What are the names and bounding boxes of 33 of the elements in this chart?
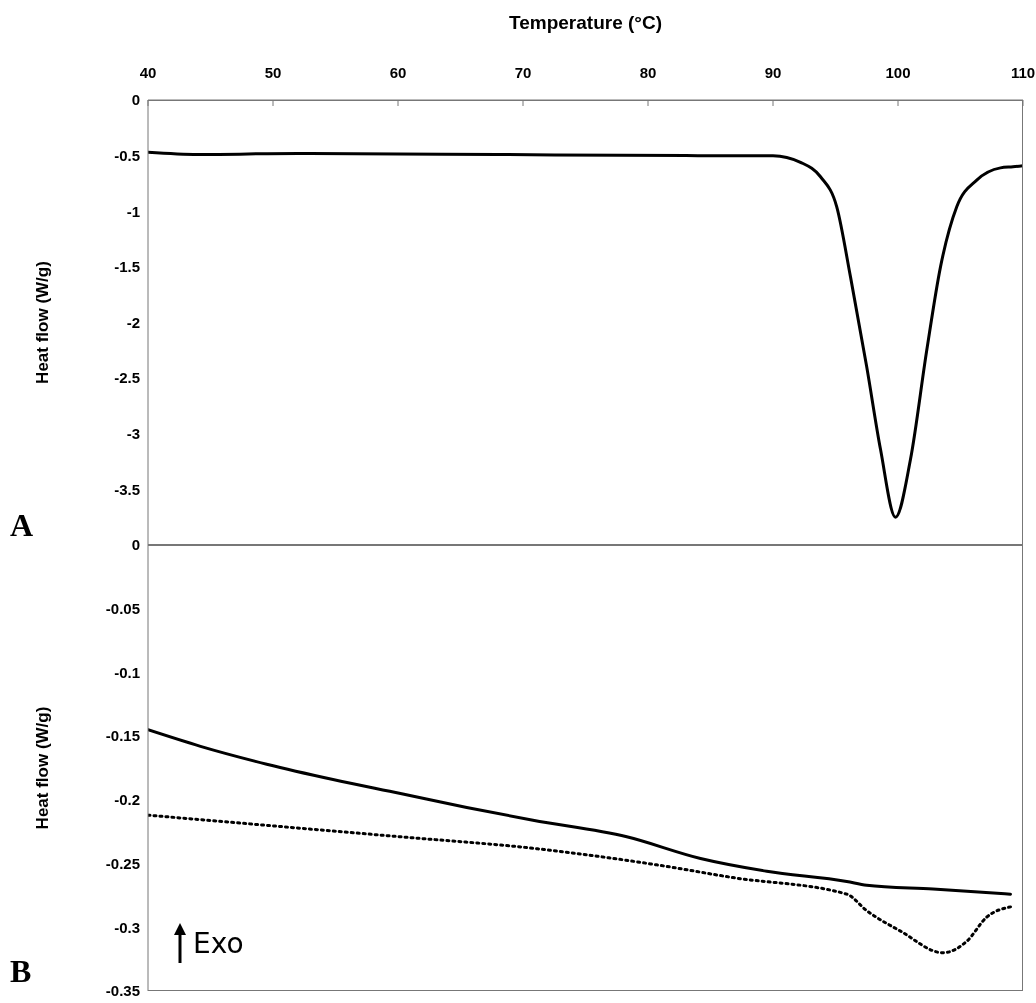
y-tick-label: 0 xyxy=(131,91,140,109)
y-axis-title: Heat flow (W/g) xyxy=(33,706,53,830)
y-tick-label: -3.5 xyxy=(114,480,140,498)
y-tick-label: 0 xyxy=(131,536,140,554)
y-tick-label: -0.5 xyxy=(114,146,140,164)
y-tick-label: -1 xyxy=(126,202,140,220)
y-tick-label: -3 xyxy=(126,425,140,443)
x-tick-label: 100 xyxy=(885,64,911,81)
x-tick-label: 50 xyxy=(264,64,282,81)
y-tick-label: -2.5 xyxy=(114,369,140,387)
x-tick-label: 70 xyxy=(514,64,532,81)
y-tick-label: -0.35 xyxy=(105,982,140,1000)
x-tick-label: 60 xyxy=(389,64,407,81)
y-tick-label: -1.5 xyxy=(114,258,140,276)
x-tick-label: 40 xyxy=(139,64,157,81)
x-axis-title: Temperature (°C) xyxy=(508,12,663,34)
y-tick-label: -0.1 xyxy=(114,663,140,681)
text: B xyxy=(10,953,32,990)
line-series xyxy=(148,728,1012,896)
y-tick-label: -0.3 xyxy=(114,918,140,936)
y-tick-label: -0.15 xyxy=(105,727,140,745)
line-series xyxy=(148,813,1012,955)
x-tick-label: 110 xyxy=(1010,64,1036,81)
x-tick-label: 80 xyxy=(639,64,657,81)
y-tick-label: -0.25 xyxy=(105,854,140,872)
y-axis-title: Heat flow (W/g) xyxy=(33,261,53,384)
annotation: Exo xyxy=(193,926,244,960)
y-tick-label: -0.05 xyxy=(105,600,140,618)
line-series xyxy=(148,150,1023,519)
y-tick-label: -0.2 xyxy=(114,791,140,809)
x-tick-label: 90 xyxy=(764,64,782,81)
y-tick-label: -2 xyxy=(126,313,140,331)
text: A xyxy=(10,507,34,544)
